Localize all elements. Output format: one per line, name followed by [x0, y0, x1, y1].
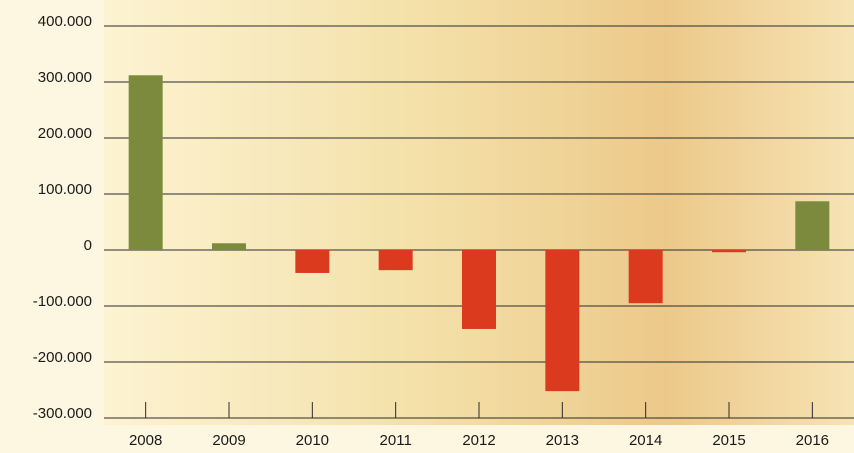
bar	[379, 250, 413, 270]
bar	[712, 250, 746, 252]
x-tick-label: 2011	[380, 432, 412, 449]
bar	[295, 250, 329, 273]
x-tick-label: 2008	[129, 432, 162, 449]
x-tick-label: 2016	[796, 432, 829, 449]
plot-background	[104, 0, 854, 425]
bar	[129, 75, 163, 250]
bar	[462, 250, 496, 329]
x-tick-label: 2015	[712, 432, 745, 449]
y-tick-label: 100.000	[38, 181, 92, 198]
y-tick-label: -300.000	[33, 405, 92, 422]
bar	[629, 250, 663, 303]
x-tick-label: 2010	[296, 432, 329, 449]
y-tick-label: 0	[84, 237, 92, 254]
y-tick-label: -200.000	[33, 349, 92, 366]
y-tick-label: 400.000	[38, 13, 92, 30]
chart: -300.000 -200.000 -100.000 0 100.000 200.000 3…	[0, 0, 854, 453]
x-tick-label: 2014	[629, 432, 662, 449]
y-tick-label: 200.000	[38, 125, 92, 142]
bar	[212, 243, 246, 250]
y-tick-label: -100.000	[33, 293, 92, 310]
bar	[795, 201, 829, 250]
bar	[545, 250, 579, 391]
y-tick-label: 300.000	[38, 69, 92, 86]
x-tick-label: 2012	[462, 432, 495, 449]
x-tick-label: 2013	[546, 432, 579, 449]
x-tick-label: 2009	[212, 432, 245, 449]
